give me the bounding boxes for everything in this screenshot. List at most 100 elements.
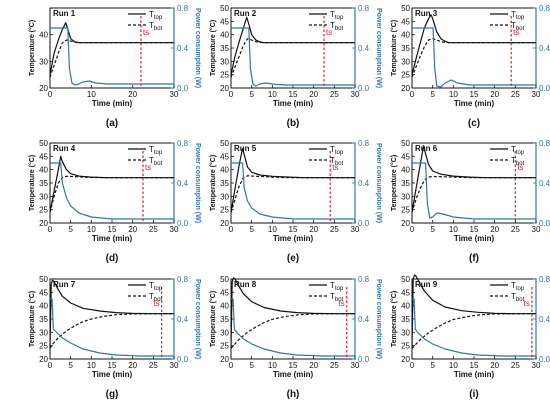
y2-tick-label: 0.8 [358, 4, 370, 13]
y-tick-label: 35 [220, 44, 229, 53]
legend-subscript: top [154, 286, 163, 292]
y-tick-label: 45 [220, 17, 229, 26]
x-tick-label: 25 [330, 361, 339, 370]
y-tick-label: 30 [220, 328, 229, 337]
legend-label: Ttop [511, 145, 525, 156]
x-tick-label: 5 [249, 225, 254, 234]
y2-tick-label: 0.0 [177, 355, 189, 364]
ts-label: ts [143, 28, 149, 37]
legend-name: T [511, 292, 516, 301]
y-tick-label: 35 [401, 315, 410, 324]
x-tick-label: 5 [430, 90, 435, 99]
panel-label: (g) [106, 389, 119, 400]
x-tick-label: 15 [470, 361, 479, 370]
legend-subscript: bot [154, 26, 163, 32]
y2-tick-label: 0.8 [177, 139, 189, 148]
y-tick-label: 35 [220, 179, 229, 188]
ts-label: ts [513, 28, 519, 37]
y-axis-title-left: Temperature (°C) [209, 291, 217, 347]
legend-label: Ttop [511, 281, 525, 292]
legend-name: T [149, 21, 154, 30]
panel-label: (h) [287, 389, 300, 400]
legend-subscript: top [516, 150, 525, 156]
panel-label: (c) [468, 118, 480, 129]
y2-tick-label: 0.0 [358, 355, 370, 364]
x-tick-label: 0 [48, 361, 53, 370]
legend-subscript: bot [516, 297, 525, 303]
y-tick-label: 40 [39, 302, 48, 311]
legend-subscript: bot [154, 297, 163, 303]
x-tick-label: 15 [470, 90, 479, 99]
power-line [412, 27, 536, 88]
chart-panel-2: 0 5 10 15 20 25 30 20 25 30 35 40 45 50 0.0 0.4 0.8 ts Run… [209, 4, 382, 129]
x-tick-label: 20 [490, 225, 499, 234]
y2-tick-label: 0.0 [539, 84, 550, 93]
y-tick-label: 20 [39, 355, 48, 364]
power-line [50, 162, 174, 220]
x-tick-label: 15 [470, 225, 479, 234]
y-axis-title-left: Temperature (°C) [390, 155, 398, 211]
legend-subscript: top [154, 150, 163, 156]
temp-top-line [49, 279, 174, 349]
legend-name: T [330, 145, 335, 154]
x-tick-label: 20 [309, 361, 318, 370]
y-tick-label: 25 [401, 342, 410, 351]
run-label: Run 8 [234, 280, 257, 289]
run-label: Run 2 [234, 9, 257, 18]
chart-panel-6: 0 5 10 15 20 25 30 20 25 30 35 40 45 50 0.0 0.4 0.8 ts Run… [390, 139, 550, 264]
y2-tick-label: 0.4 [177, 44, 189, 53]
y-axis-title-right: Power consumption (W) [375, 8, 382, 88]
x-tick-label: 10 [268, 361, 277, 370]
legend-label: Ttop [330, 145, 344, 156]
run-label: Run 5 [234, 144, 257, 153]
y-axis-title-right: Power consumption (W) [194, 279, 201, 359]
y2-tick-label: 0.8 [177, 4, 189, 13]
y-tick-label: 50 [220, 275, 229, 284]
legend-name: T [511, 145, 516, 154]
x-tick-label: 5 [249, 361, 254, 370]
legend-subscript: top [516, 15, 525, 21]
legend-name: T [149, 281, 154, 290]
y-tick-label: 45 [39, 152, 48, 161]
y-axis-title-right: Power consumption (W) [375, 279, 382, 359]
x-tick-label: 10 [268, 90, 277, 99]
power-line [231, 162, 355, 220]
y2-tick-label: 0.0 [177, 84, 189, 93]
ts-label: ts [524, 299, 530, 308]
y-axis-title-left: Temperature (°C) [390, 20, 398, 76]
y-tick-label: 50 [401, 4, 410, 13]
x-axis-title: Time (min) [92, 234, 133, 243]
x-tick-label: 10 [268, 225, 277, 234]
y-tick-label: 30 [401, 328, 410, 337]
x-tick-label: 0 [229, 361, 234, 370]
y-tick-label: 30 [401, 192, 410, 201]
x-tick-label: 10 [449, 90, 458, 99]
y2-tick-label: 0.8 [177, 275, 189, 284]
legend-subscript: bot [335, 161, 344, 167]
x-tick-label: 0 [48, 225, 53, 234]
y-axis-title-left: Temperature (°C) [28, 291, 36, 347]
x-tick-label: 20 [309, 225, 318, 234]
power-line [50, 298, 174, 357]
legend-subscript: top [335, 286, 344, 292]
y-tick-label: 35 [39, 315, 48, 324]
y-tick-label: 40 [220, 302, 229, 311]
y2-tick-label: 0.4 [358, 179, 370, 188]
y-tick-label: 40 [220, 166, 229, 175]
y-tick-label: 25 [39, 206, 48, 215]
y-tick-label: 20 [401, 84, 410, 93]
run-label: Run 4 [53, 144, 76, 153]
legend-label: Tbot [330, 156, 344, 167]
legend-subscript: bot [335, 26, 344, 32]
y-tick-label: 50 [401, 139, 410, 148]
y-tick-label: 25 [401, 206, 410, 215]
y-tick-label: 40 [220, 31, 229, 40]
x-tick-label: 20 [490, 90, 499, 99]
y-tick-label: 45 [220, 152, 229, 161]
y-tick-label: 50 [39, 139, 48, 148]
x-tick-label: 0 [48, 90, 53, 99]
panel-label: (d) [106, 253, 119, 264]
x-tick-label: 25 [149, 225, 158, 234]
panel-label: (f) [469, 253, 479, 264]
